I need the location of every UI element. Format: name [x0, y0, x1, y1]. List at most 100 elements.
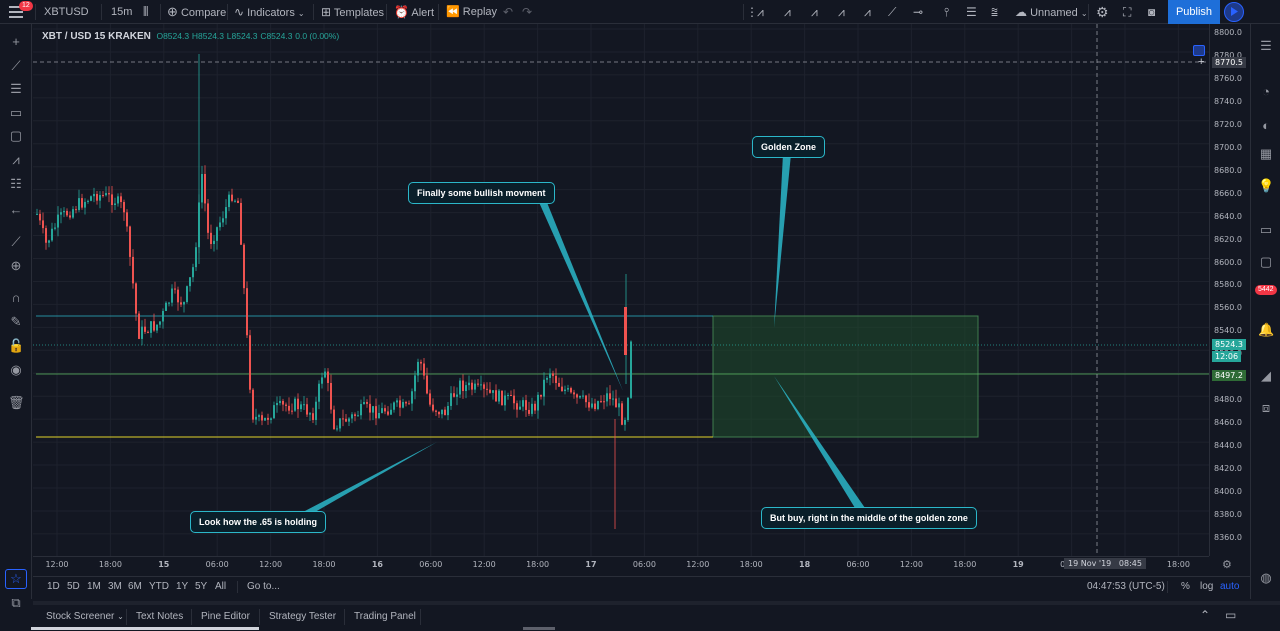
tab-stock-screener[interactable]: Stock Screener ⌄: [46, 611, 124, 622]
back-arrow-icon[interactable]: ←: [9, 202, 23, 217]
callout-holding[interactable]: Look how the .65 is holding: [190, 511, 327, 533]
tab-pine-editor[interactable]: Pine Editor: [201, 611, 250, 622]
candle-body: [153, 321, 155, 331]
range-1m[interactable]: 1M: [87, 581, 101, 592]
range-6m[interactable]: 6M: [128, 581, 142, 592]
play-icon[interactable]: [1224, 2, 1244, 22]
price-axis[interactable]: 8800.0 8780.0 8760.0 8740.0 8720.0 8700.0 8680…: [1209, 24, 1250, 556]
interval-button[interactable]: 15m: [111, 6, 133, 18]
undo-icon[interactable]: ↶: [503, 5, 514, 19]
star-icon[interactable]: ☆: [5, 569, 27, 589]
abcd-pattern-icon[interactable]: ⩘: [784, 5, 791, 19]
fib-extension-icon[interactable]: ⩰: [991, 5, 999, 19]
candle-body: [354, 414, 356, 416]
stay-in-drawing-icon[interactable]: ✎: [10, 314, 22, 329]
camera-icon[interactable]: ◙: [1148, 5, 1156, 19]
range-1y[interactable]: 1Y: [176, 581, 189, 592]
candles-icon[interactable]: ⫴: [143, 4, 149, 19]
messages-icon[interactable]: ▢: [1259, 254, 1273, 269]
left-drawing-toolbar: + ⟋ ☰ ▭ ▢ ⩘ ☷ ← ⟋ ⊕ ∩ ✎ 🔓 ◉ 🗑 ☆ ⧉: [0, 24, 32, 610]
zoom-icon[interactable]: ⊕: [10, 258, 22, 273]
tab-trading-panel[interactable]: Trading Panel: [354, 611, 416, 622]
tab-text-notes[interactable]: Text Notes: [136, 611, 184, 622]
fullscreen-icon[interactable]: ⛶: [1123, 5, 1132, 19]
crosshair-plus-icon[interactable]: +: [1198, 56, 1205, 68]
vertical-line-icon[interactable]: ⫯: [944, 5, 950, 19]
signal-icon[interactable]: ◢: [1261, 368, 1271, 383]
candle-body: [513, 395, 515, 404]
candle-body: [114, 203, 116, 206]
alert-button[interactable]: ⏰ Alert: [394, 5, 435, 19]
replay-button[interactable]: ⏪ Replay: [446, 6, 498, 18]
broker-icon[interactable]: ◍: [1260, 570, 1272, 585]
range-3m[interactable]: 3M: [108, 581, 122, 592]
callout-bullish[interactable]: Finally some bullish movment: [408, 182, 555, 204]
callout-buy[interactable]: But buy, right in the middle of the gold…: [761, 507, 977, 529]
watchlist-icon[interactable]: ☰: [1260, 38, 1272, 53]
publish-button[interactable]: Publish: [1168, 0, 1220, 24]
chat-icon[interactable]: ▭: [1259, 222, 1273, 237]
candle-body: [366, 402, 368, 404]
redo-icon[interactable]: ↷: [522, 5, 533, 19]
fib-tool-icon[interactable]: ☰: [10, 81, 22, 96]
layers-icon[interactable]: ⧉: [11, 595, 21, 610]
fib-retracement-icon[interactable]: ☰: [966, 5, 977, 19]
cycle-pattern-icon[interactable]: ⩘: [864, 5, 871, 19]
candle-body: [243, 244, 245, 289]
candle-body: [411, 391, 413, 404]
menu-icon[interactable]: [9, 6, 23, 18]
ideas-icon[interactable]: 💡: [1258, 178, 1275, 193]
horizontal-ray-icon[interactable]: ⊸: [913, 5, 924, 19]
eye-icon[interactable]: ◉: [10, 362, 22, 377]
scroll-indicator[interactable]: [31, 627, 259, 630]
magnet-icon[interactable]: ∩: [11, 290, 21, 305]
cloud-layout-button[interactable]: ☁ Unnamed ⌄: [1015, 5, 1088, 19]
indicators-button[interactable]: ∿ Indicators ⌄: [234, 5, 305, 19]
trend-line-tool-icon[interactable]: ⟋: [11, 58, 21, 73]
range-all[interactable]: All: [215, 581, 227, 592]
ruler-icon[interactable]: ⟋: [11, 234, 21, 249]
lock-icon[interactable]: 🔓: [8, 338, 25, 353]
symbol-search[interactable]: XBTUSD: [44, 6, 89, 18]
prediction-tool-icon[interactable]: ☷: [10, 176, 22, 191]
range-5y[interactable]: 5Y: [195, 581, 208, 592]
trend-line-icon[interactable]: ⟋: [888, 5, 897, 19]
wave-pattern-icon[interactable]: ⩘: [811, 5, 818, 19]
calendar-icon[interactable]: ▦: [1259, 146, 1273, 161]
alerts-clock-icon[interactable]: ◔: [1262, 84, 1270, 99]
xabcd-pattern-icon[interactable]: ⩘: [757, 5, 764, 19]
alert-add-icon[interactable]: [1193, 45, 1205, 56]
text-tool-icon[interactable]: ▢: [9, 128, 23, 143]
clock-readout[interactable]: 04:47:53 (UTC-5): [1087, 581, 1165, 592]
elliott-pattern-icon[interactable]: ⩘: [838, 5, 845, 19]
templates-button[interactable]: ⊞ Templates: [321, 5, 385, 19]
auto-toggle[interactable]: auto: [1220, 581, 1240, 592]
maximize-panel-icon[interactable]: ▭: [1225, 608, 1237, 622]
axis-settings-gear-icon[interactable]: ⚙: [1222, 559, 1232, 571]
collapse-chevron-up-icon[interactable]: ⌃: [1200, 608, 1211, 622]
scroll-handle[interactable]: [523, 627, 555, 630]
rectangle-tool-icon[interactable]: ▭: [9, 105, 23, 120]
range-5d[interactable]: 5D: [67, 581, 80, 592]
candle-body: [117, 196, 119, 204]
order-panel-icon[interactable]: ⧈: [1261, 400, 1271, 415]
percent-toggle[interactable]: %: [1181, 581, 1190, 592]
goto-button[interactable]: Go to...: [247, 581, 280, 592]
pattern-tool-icon[interactable]: ⩘: [12, 152, 20, 167]
compare-button[interactable]: ⊕ Compare: [167, 4, 227, 19]
candle-body: [603, 401, 605, 403]
tab-strategy-tester[interactable]: Strategy Tester: [269, 611, 337, 622]
bell-icon[interactable]: 🔔: [1258, 322, 1275, 337]
time-axis[interactable]: 12:00 18:00 15 06:00 12:00 18:00 16 06:00 12:00 1…: [33, 556, 1209, 574]
gear-icon[interactable]: ⚙: [1096, 4, 1109, 20]
range-1d[interactable]: 1D: [47, 581, 60, 592]
crosshair-icon[interactable]: +: [12, 34, 20, 49]
drawing-tools-icon[interactable]: ⋮: [746, 5, 758, 19]
callout-golden-zone[interactable]: Golden Zone: [752, 136, 825, 158]
data-window-icon[interactable]: ◐: [1262, 118, 1270, 133]
trash-icon[interactable]: 🗑: [8, 395, 25, 410]
range-ytd[interactable]: YTD: [149, 581, 169, 592]
log-toggle[interactable]: log: [1200, 581, 1214, 592]
candle-body: [597, 401, 599, 410]
price-chart[interactable]: [33, 24, 1209, 556]
